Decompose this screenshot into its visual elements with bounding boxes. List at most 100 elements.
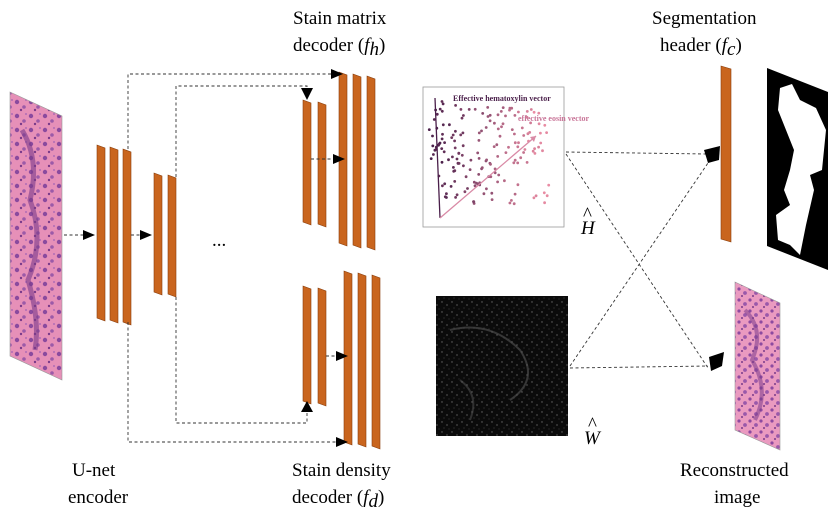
scatter-point (476, 151, 480, 155)
w-hat-label: W ^ (584, 414, 602, 449)
scatter-point (466, 187, 469, 190)
svg-text:Segmentation: Segmentation (652, 8, 757, 29)
segmentation-header-label: Segmentation header (fc) (652, 8, 757, 60)
scatter-point (460, 116, 464, 120)
scatter-point (440, 100, 444, 103)
scatter-point (501, 106, 505, 109)
scatter-point (441, 132, 444, 136)
scatter-point (468, 168, 472, 172)
scatter-point (531, 149, 535, 153)
scatter-point (490, 198, 494, 202)
scatter-point (451, 155, 454, 159)
scatter-point (513, 114, 517, 117)
scatter-point (529, 121, 532, 125)
scatter-point (485, 187, 488, 191)
svg-text:decoder (fd): decoder (fd) (292, 487, 384, 512)
scatter-point (440, 147, 444, 151)
eosin-vector-label: effective eosin vector (518, 114, 590, 123)
scatter-point (427, 128, 431, 132)
scatter-point (533, 152, 537, 155)
h-hat-label: H ^ (580, 204, 596, 239)
scatter-point (480, 129, 483, 133)
scatter-point (475, 181, 478, 185)
stain-density-decoder-blocks (302, 270, 381, 450)
scatter-point (461, 144, 465, 148)
svg-text:W: W (584, 428, 602, 449)
segmentation-header-block (720, 65, 732, 243)
scatter-point (486, 106, 490, 109)
scatter-point (477, 131, 481, 135)
scatter-point (496, 155, 500, 158)
scatter-point (435, 112, 439, 116)
scatter-point (512, 202, 516, 206)
unet-encoder-label: U-net encoder (68, 460, 129, 508)
scatter-point (457, 152, 461, 155)
scatter-point (532, 196, 536, 200)
scatter-point (507, 145, 510, 149)
scatter-point (450, 136, 454, 140)
scatter-point (431, 134, 434, 138)
scatter-point (489, 162, 492, 166)
scatter-point (453, 180, 457, 183)
scatter-point (504, 114, 507, 118)
stain-density-decoder-label: Stain density decoder (fd) (292, 460, 391, 512)
scatter-point (523, 148, 527, 151)
scatter-point (464, 175, 468, 179)
scatter-point (472, 180, 476, 184)
scatter-point (545, 131, 548, 135)
scatter-point (455, 157, 459, 161)
scatter-point (508, 106, 512, 110)
scatter-point (519, 156, 523, 160)
scatter-point (529, 108, 533, 111)
svg-text:header (fc): header (fc) (660, 35, 742, 60)
scatter-point (452, 166, 455, 169)
scatter-point (500, 125, 503, 129)
segmentation-mask (767, 68, 828, 270)
scatter-point (516, 161, 520, 165)
svg-text:Reconstructed: Reconstructed (680, 460, 789, 481)
scatter-point (441, 102, 445, 106)
scatter-point (460, 153, 464, 157)
scatter-point (477, 157, 481, 160)
scatter-point (448, 123, 451, 127)
scatter-point (525, 110, 529, 113)
scatter-point (520, 126, 524, 130)
stain-density-map (436, 296, 568, 436)
svg-text:U-net: U-net (72, 460, 116, 481)
scatter-point (493, 121, 496, 125)
scatter-point (522, 151, 525, 154)
scatter-point (482, 192, 486, 196)
scatter-point (467, 108, 471, 111)
svg-text:Stain density: Stain density (292, 460, 391, 481)
svg-text:^: ^ (583, 204, 592, 225)
scatter-point (459, 108, 463, 111)
scatter-point (453, 146, 457, 150)
scatter-point (477, 139, 481, 142)
scatter-point (463, 190, 467, 194)
reconstructed-tissue-image (734, 281, 781, 451)
scatter-point (457, 162, 461, 165)
scatter-point (485, 158, 488, 162)
scatter-point (490, 191, 494, 195)
scatter-point (532, 110, 536, 114)
scatter-point (443, 182, 447, 186)
scatter-point (481, 112, 485, 115)
scatter-point (451, 133, 455, 137)
svg-text:encoder: encoder (68, 487, 129, 508)
scatter-point (459, 133, 463, 137)
scatter-point (438, 107, 442, 111)
scatter-point (431, 144, 435, 148)
scatter-point (510, 128, 514, 132)
scatter-point (496, 113, 500, 117)
scatter-point (445, 192, 448, 196)
scatter-point (461, 131, 465, 135)
scatter-point (504, 151, 508, 155)
scatter-point (513, 141, 517, 145)
scatter-point (453, 139, 456, 143)
svg-text:Stain matrix: Stain matrix (293, 8, 387, 29)
scatter-point (525, 115, 529, 119)
scatter-point (543, 123, 547, 127)
scatter-point (545, 194, 549, 198)
scatter-point (477, 173, 481, 176)
